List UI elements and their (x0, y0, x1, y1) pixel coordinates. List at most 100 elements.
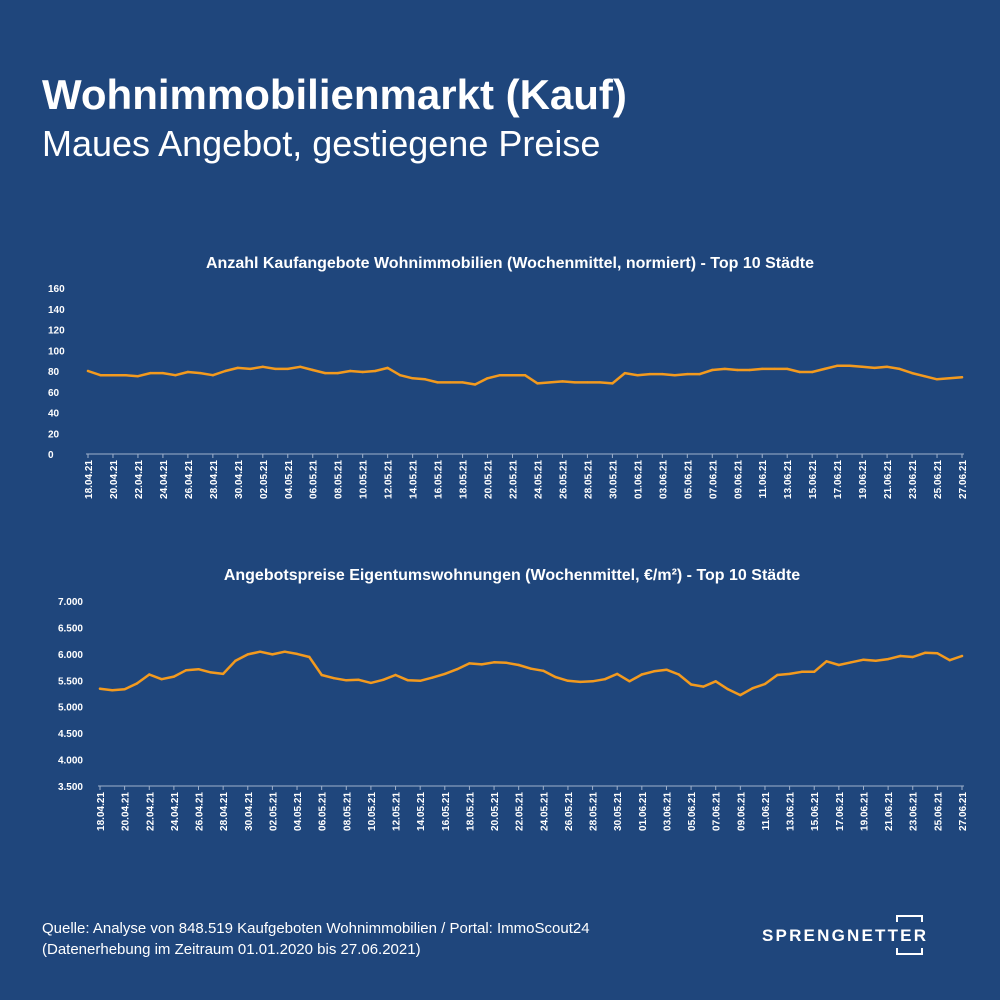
data-point (874, 659, 877, 662)
chart-prices: Angebotspreise Eigentumswohnungen (Woche… (0, 555, 1000, 855)
x-tick-label: 10.05.21 (359, 460, 370, 499)
x-tick-label: 26.04.21 (195, 792, 206, 831)
x-tick-label: 08.05.21 (342, 792, 353, 831)
y-tick-label: 6.000 (58, 650, 83, 661)
data-point (665, 668, 668, 671)
data-point (511, 374, 514, 377)
data-point (224, 369, 227, 373)
data-point (286, 367, 289, 371)
data-point (611, 382, 614, 385)
data-point (357, 678, 360, 681)
x-tick-label: 14.05.21 (409, 460, 420, 499)
x-tick-label: 05.06.21 (683, 460, 694, 499)
x-tick-label: 08.05.21 (334, 460, 345, 499)
data-point (311, 368, 314, 372)
data-point (473, 383, 477, 386)
x-tick-label: 25.06.21 (933, 460, 944, 499)
data-point (761, 367, 764, 371)
data-point (258, 650, 262, 653)
data-point (361, 370, 364, 374)
brand-logo: SPRENGNETTER (762, 913, 947, 957)
data-point (172, 675, 176, 678)
data-point (295, 652, 299, 656)
data-point (566, 679, 570, 682)
x-tick-label: 13.06.21 (783, 460, 794, 499)
data-point (726, 688, 730, 691)
data-point (711, 368, 714, 372)
data-point (661, 372, 664, 376)
data-point (811, 370, 814, 374)
x-tick-label: 11.06.21 (758, 460, 769, 499)
data-point (324, 371, 327, 375)
data-point (800, 670, 804, 673)
data-point (186, 370, 190, 374)
data-point (825, 660, 828, 663)
data-point (308, 655, 311, 659)
data-point (111, 689, 114, 692)
y-tick-label: 40 (48, 409, 60, 420)
data-point (149, 371, 152, 375)
x-tick-label: 24.04.21 (170, 792, 181, 831)
data-point (436, 381, 439, 384)
x-tick-label: 22.05.21 (509, 460, 520, 499)
x-tick-label: 02.05.21 (259, 460, 270, 499)
y-tick-label: 6.500 (58, 623, 83, 634)
data-point (813, 670, 816, 673)
data-point (923, 375, 926, 378)
x-tick-label: 09.06.21 (733, 460, 744, 499)
data-point (948, 659, 951, 662)
x-tick-label: 17.06.21 (833, 460, 844, 499)
data-point (773, 367, 776, 371)
data-point (886, 657, 890, 661)
x-tick-label: 03.06.21 (662, 792, 673, 831)
data-point (431, 676, 434, 679)
y-tick-label: 7.000 (58, 597, 83, 608)
x-tick-label: 18.04.21 (96, 792, 107, 831)
data-point (673, 374, 676, 377)
data-point (480, 663, 483, 666)
data-point (386, 366, 389, 370)
x-tick-label: 30.05.21 (608, 460, 619, 499)
data-point (948, 377, 951, 380)
data-point (505, 661, 508, 664)
data-point (411, 377, 414, 380)
y-tick-label: 60 (48, 388, 60, 399)
x-tick-label: 20.04.21 (121, 792, 132, 831)
data-point (573, 381, 577, 384)
x-tick-label: 15.06.21 (810, 792, 821, 831)
x-tick-label: 04.05.21 (293, 792, 304, 831)
brand-logo-mark (896, 915, 923, 955)
x-tick-label: 07.06.21 (712, 792, 723, 831)
data-point (443, 672, 446, 676)
x-tick-label: 04.05.21 (284, 460, 295, 499)
x-tick-label: 20.04.21 (109, 460, 120, 499)
data-point (862, 658, 865, 661)
data-point (299, 365, 302, 368)
x-tick-label: 12.05.21 (384, 460, 395, 499)
data-point (935, 378, 939, 381)
data-point (174, 374, 177, 377)
data-point (616, 672, 619, 676)
data-point (686, 372, 689, 376)
data-point (823, 367, 826, 371)
data-point (636, 374, 639, 377)
data-point (345, 679, 348, 682)
x-tick-label: 18.05.21 (465, 792, 476, 831)
x-tick-label: 10.05.21 (367, 792, 378, 831)
x-tick-label: 23.06.21 (909, 792, 920, 831)
data-point (111, 374, 115, 377)
y-tick-label: 5.500 (58, 676, 83, 687)
data-point (185, 669, 188, 672)
data-point (468, 662, 471, 665)
data-point (99, 374, 102, 377)
x-tick-label: 09.06.21 (736, 792, 747, 831)
data-point (86, 369, 90, 373)
data-point (837, 663, 841, 667)
y-tick-label: 3.500 (58, 782, 83, 793)
data-point (739, 693, 742, 697)
data-point (369, 681, 373, 685)
data-point (536, 382, 539, 385)
series-line (98, 650, 964, 697)
data-point (332, 677, 336, 680)
data-point (603, 678, 607, 681)
